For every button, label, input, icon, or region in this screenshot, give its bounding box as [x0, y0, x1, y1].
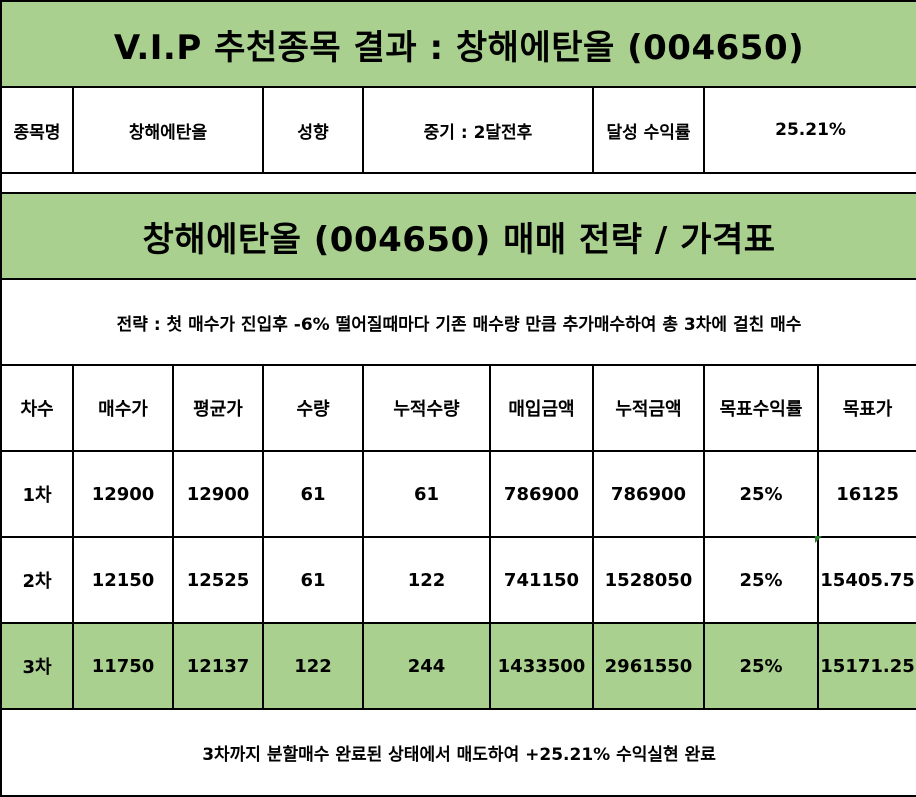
table-row: 2차 12150 12525 61 122 741150 1528050 25%…	[0, 536, 916, 624]
table-cell: 25%	[703, 536, 819, 624]
stock-name-label: 종목명	[0, 86, 74, 174]
summary-text: 3차까지 분할매수 완료된 상태에서 매도하여 +25.21% 수익실현 완료	[0, 708, 916, 797]
table-header-row: 차수 매수가 평균가 수량 누적수량 매입금액 누적금액 목표수익률 목표가	[0, 364, 916, 452]
table-cell: 786900	[489, 450, 594, 538]
table-cell: 25%	[703, 622, 819, 710]
table-row-highlighted: 3차 11750 12137 122 244 1433500 2961550 2…	[0, 622, 916, 710]
return-rate-value: 25.21%	[702, 86, 916, 174]
table-cell: 16125	[816, 450, 916, 538]
column-header: 목표가	[816, 364, 916, 452]
strategy-description: 전략 : 첫 매수가 진입후 -6% 떨어질때마다 기존 매수량 만큼 추가매수…	[0, 278, 916, 366]
table-cell: 2961550	[592, 622, 705, 710]
table-cell: 2차	[0, 536, 74, 624]
column-header: 목표수익률	[703, 364, 819, 452]
column-header: 수량	[262, 364, 364, 452]
column-header: 누적수량	[362, 364, 491, 452]
info-row: 종목명 창해에탄올 성향 중기 : 2달전후 달성 수익률 25.21%	[0, 86, 916, 174]
table-cell: 3차	[0, 622, 74, 710]
column-header: 차수	[0, 364, 74, 452]
stock-name-value: 창해에탄올	[72, 86, 264, 174]
table-cell: 12525	[172, 536, 264, 624]
table-cell: 1433500	[489, 622, 594, 710]
table-cell: 12137	[172, 622, 264, 710]
return-rate-label: 달성 수익률	[592, 86, 705, 174]
table-cell: 12150	[72, 536, 174, 624]
table-cell: 741150	[489, 536, 594, 624]
table-cell: 11750	[72, 622, 174, 710]
table-cell: 1차	[0, 450, 74, 538]
table-cell: 244	[362, 622, 491, 710]
table-cell: 61	[262, 450, 364, 538]
table-cell: 786900	[592, 450, 705, 538]
cell-comment-marker	[815, 536, 822, 543]
column-header: 매입금액	[489, 364, 594, 452]
table-cell: 61	[362, 450, 491, 538]
table-row: 1차 12900 12900 61 61 786900 786900 25% 1…	[0, 450, 916, 538]
column-header: 누적금액	[592, 364, 705, 452]
table-cell: 15171.25	[816, 622, 916, 710]
page-title: V.I.P 추천종목 결과 : 창해에탄올 (004650)	[0, 0, 916, 88]
table-cell: 12900	[172, 450, 264, 538]
tendency-label: 성향	[262, 86, 364, 174]
column-header: 매수가	[72, 364, 174, 452]
spacer-row	[0, 172, 916, 194]
column-header: 평균가	[172, 364, 264, 452]
table-cell: 15405.75	[816, 536, 916, 624]
table-cell: 12900	[72, 450, 174, 538]
strategy-title: 창해에탄올 (004650) 매매 전략 / 가격표	[0, 192, 916, 280]
table-cell: 61	[262, 536, 364, 624]
table-cell: 122	[262, 622, 364, 710]
table-cell: 122	[362, 536, 491, 624]
table-cell: 1528050	[592, 536, 705, 624]
table-cell: 25%	[703, 450, 819, 538]
tendency-value: 중기 : 2달전후	[362, 86, 594, 174]
